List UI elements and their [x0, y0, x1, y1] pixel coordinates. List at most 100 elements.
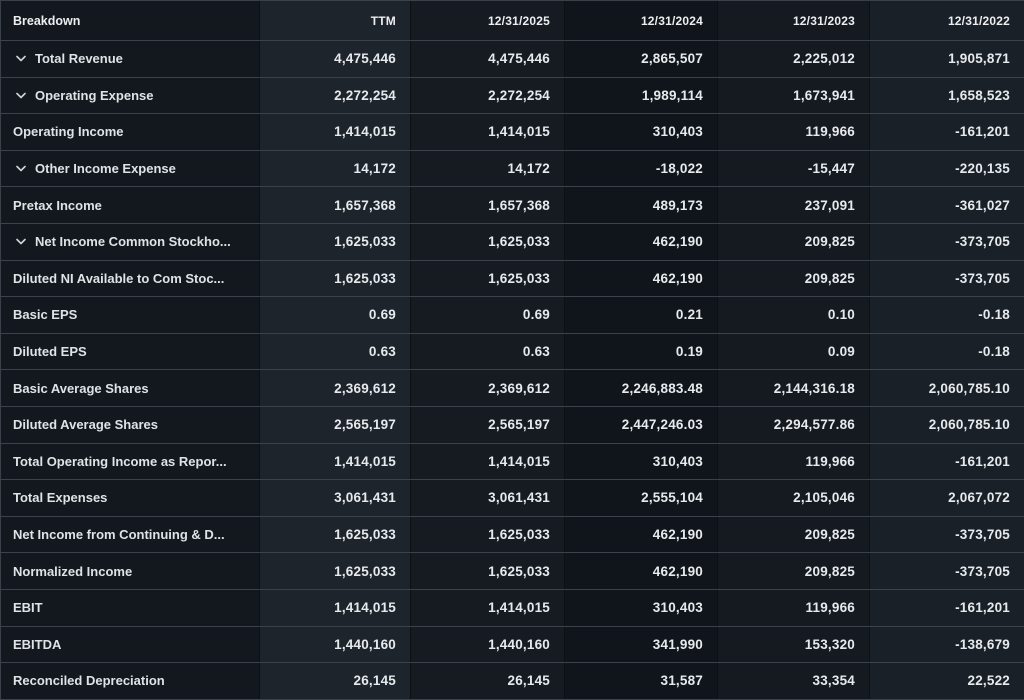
cell-value-2022: -0.18 [870, 333, 1024, 370]
cell-value-2023: 209,825 [718, 260, 870, 297]
row-label-cell: Net Income from Continuing & D... [1, 516, 260, 553]
row-label: Basic EPS [13, 307, 78, 323]
row-label-cell: EBITDA [1, 626, 260, 663]
cell-value-2024: 31,587 [565, 663, 718, 699]
cell-value-2022: 2,060,785.10 [870, 370, 1024, 406]
cell-value-2022: 22,522 [870, 663, 1024, 699]
cell-value-2024: 462,190 [565, 260, 718, 297]
cell-value-ttm: 2,272,254 [260, 77, 411, 114]
cell-value-2022: -161,201 [870, 114, 1024, 150]
cell-value-2022: -373,705 [870, 553, 1024, 589]
cell-value-2023: 209,825 [718, 553, 870, 589]
row-label-cell: Diluted EPS [1, 333, 260, 370]
cell-value-ttm: 2,369,612 [260, 370, 411, 406]
cell-value-ttm: 1,440,160 [260, 626, 411, 663]
row-label: EBIT [13, 600, 43, 616]
row-label: Normalized Income [13, 563, 133, 579]
row-label-cell: Diluted NI Available to Com Stoc... [1, 260, 260, 297]
cell-value-2022: -220,135 [870, 150, 1024, 187]
cell-value-2023: 209,825 [718, 223, 870, 260]
cell-value-2022: -373,705 [870, 223, 1024, 260]
table-row: Basic EPS 0.69 0.69 0.21 0.10 -0.18 [1, 297, 1024, 334]
table-row: Basic Average Shares 2,369,612 2,369,612… [1, 370, 1024, 407]
table-row: Normalized Income 1,625,033 1,625,033 46… [1, 553, 1024, 590]
chevron-down-icon[interactable] [16, 238, 26, 245]
cell-value-2023: 153,320 [718, 626, 870, 663]
row-label: Basic Average Shares [13, 380, 149, 396]
cell-value-2025: 14,172 [411, 150, 565, 187]
table-row: Total Revenue 4,475,446 4,475,446 2,865,… [1, 41, 1024, 78]
cell-value-2025: 0.63 [411, 333, 565, 370]
table-row: Net Income from Continuing & D... 1,625,… [1, 516, 1024, 554]
table-row: Reconciled Depreciation 26,145 26,145 31… [1, 663, 1024, 700]
cell-value-ttm: 1,657,368 [260, 187, 411, 223]
cell-value-ttm: 1,414,015 [260, 589, 411, 626]
row-label-cell: Total Expenses [1, 480, 260, 516]
cell-value-2023: 0.10 [718, 297, 870, 333]
table-row: Operating Expense 2,272,254 2,272,254 1,… [1, 77, 1024, 115]
cell-value-2025: 4,475,446 [411, 41, 565, 77]
cell-value-2023: 2,144,316.18 [718, 370, 870, 406]
row-label: Pretax Income [13, 197, 102, 213]
cell-value-ttm: 26,145 [260, 663, 411, 699]
table-row: Net Income Common Stockho... 1,625,033 1… [1, 223, 1024, 261]
cell-value-ttm: 1,625,033 [260, 553, 411, 589]
row-label-cell: Reconciled Depreciation [1, 663, 260, 699]
cell-value-2024: 1,989,114 [565, 77, 718, 114]
row-label-cell: Normalized Income [1, 553, 260, 589]
cell-value-2025: 2,565,197 [411, 406, 565, 443]
cell-value-2025: 1,414,015 [411, 589, 565, 626]
chevron-down-icon[interactable] [16, 55, 26, 62]
table-row: EBITDA 1,440,160 1,440,160 341,990 153,3… [1, 626, 1024, 664]
table-row: Diluted NI Available to Com Stoc... 1,62… [1, 260, 1024, 298]
cell-value-2025: 26,145 [411, 663, 565, 699]
chevron-down-icon[interactable] [16, 165, 26, 172]
cell-value-2025: 1,625,033 [411, 223, 565, 260]
table-row: Diluted Average Shares 2,565,197 2,565,1… [1, 406, 1024, 444]
cell-value-2023: 1,673,941 [718, 77, 870, 114]
cell-value-2024: 462,190 [565, 516, 718, 553]
row-label-cell: Pretax Income [1, 187, 260, 223]
table-row: Other Income Expense 14,172 14,172 -18,0… [1, 150, 1024, 188]
cell-value-2025: 2,272,254 [411, 77, 565, 114]
cell-value-2025: 1,625,033 [411, 553, 565, 589]
cell-value-ttm: 1,625,033 [260, 260, 411, 297]
cell-value-2023: -15,447 [718, 150, 870, 187]
row-label-cell: Other Income Expense [1, 150, 260, 187]
row-label: Diluted EPS [13, 344, 87, 360]
cell-value-2022: -361,027 [870, 187, 1024, 223]
cell-value-ttm: 14,172 [260, 150, 411, 187]
cell-value-ttm: 2,565,197 [260, 406, 411, 443]
cell-value-2025: 1,414,015 [411, 114, 565, 150]
cell-value-ttm: 1,625,033 [260, 223, 411, 260]
row-label: Operating Income [13, 124, 124, 140]
cell-value-2025: 1,625,033 [411, 516, 565, 553]
cell-value-ttm: 1,414,015 [260, 114, 411, 150]
cell-value-2022: 1,905,871 [870, 41, 1024, 77]
cell-value-2024: 489,173 [565, 187, 718, 223]
row-label: Diluted Average Shares [13, 417, 158, 433]
cell-value-2025: 3,061,431 [411, 480, 565, 516]
cell-value-2025: 1,625,033 [411, 260, 565, 297]
row-label: Operating Expense [35, 87, 154, 103]
cell-value-2025: 1,414,015 [411, 443, 565, 480]
cell-value-2023: 2,294,577.86 [718, 406, 870, 443]
chevron-down-icon[interactable] [16, 92, 26, 99]
column-header-2025: 12/31/2025 [411, 1, 565, 40]
row-label-cell: Basic Average Shares [1, 370, 260, 406]
row-label: Diluted NI Available to Com Stoc... [13, 270, 225, 286]
cell-value-2023: 119,966 [718, 589, 870, 626]
cell-value-2024: 310,403 [565, 443, 718, 480]
row-label: Net Income from Continuing & D... [13, 527, 225, 543]
cell-value-2023: 209,825 [718, 516, 870, 553]
cell-value-2024: 310,403 [565, 114, 718, 150]
table-header-row: Breakdown TTM 12/31/2025 12/31/2024 12/3… [1, 1, 1024, 41]
cell-value-2023: 119,966 [718, 443, 870, 480]
table-row: Total Operating Income as Repor... 1,414… [1, 443, 1024, 481]
table-row: Total Expenses 3,061,431 3,061,431 2,555… [1, 480, 1024, 517]
cell-value-2024: 462,190 [565, 553, 718, 589]
row-label: Other Income Expense [35, 161, 176, 177]
cell-value-2022: -373,705 [870, 260, 1024, 297]
cell-value-ttm: 1,414,015 [260, 443, 411, 480]
